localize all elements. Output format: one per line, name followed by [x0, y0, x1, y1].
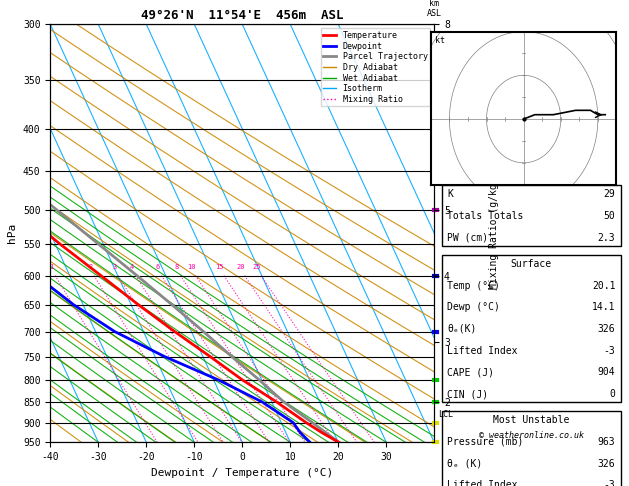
Text: kt: kt [435, 36, 445, 45]
Text: CIN (J): CIN (J) [447, 389, 488, 399]
Text: Lifted Index: Lifted Index [447, 480, 518, 486]
Text: LCL: LCL [438, 410, 453, 419]
Text: 326: 326 [598, 324, 615, 334]
Text: Dewp (°C): Dewp (°C) [447, 302, 500, 312]
Text: K: K [447, 190, 453, 199]
Text: 326: 326 [598, 459, 615, 469]
Text: CAPE (J): CAPE (J) [447, 367, 494, 378]
Text: 06.06.2024  21GMT  (Base: 18): 06.06.2024 21GMT (Base: 18) [446, 31, 616, 40]
Text: 963: 963 [598, 437, 615, 447]
Text: km
ASL: km ASL [426, 0, 442, 18]
Text: -3: -3 [604, 480, 615, 486]
Text: 2.3: 2.3 [598, 233, 615, 243]
Title: 49°26'N  11°54'E  456m  ASL: 49°26'N 11°54'E 456m ASL [141, 9, 343, 22]
Text: 1: 1 [49, 263, 53, 270]
Text: θₑ (K): θₑ (K) [447, 459, 482, 469]
Text: 20: 20 [237, 263, 245, 270]
Text: 6: 6 [155, 263, 160, 270]
Text: Lifted Index: Lifted Index [447, 346, 518, 356]
Y-axis label: hPa: hPa [8, 223, 18, 243]
Text: PW (cm): PW (cm) [447, 233, 488, 243]
Text: 8: 8 [174, 263, 179, 270]
Bar [442, 255, 621, 402]
Text: Totals Totals: Totals Totals [447, 211, 523, 221]
Bar [442, 185, 621, 246]
Text: Surface: Surface [511, 259, 552, 269]
Y-axis label: Mixing Ratio (g/kg): Mixing Ratio (g/kg) [489, 177, 499, 289]
Text: 904: 904 [598, 367, 615, 378]
Text: 20.1: 20.1 [592, 280, 615, 291]
Text: 2: 2 [88, 263, 92, 270]
Legend: Temperature, Dewpoint, Parcel Trajectory, Dry Adiabat, Wet Adiabat, Isotherm, Mi: Temperature, Dewpoint, Parcel Trajectory… [321, 29, 430, 106]
Text: 0: 0 [610, 389, 615, 399]
Text: Pressure (mb): Pressure (mb) [447, 437, 523, 447]
Text: 15: 15 [216, 263, 224, 270]
Text: Temp (°C): Temp (°C) [447, 280, 500, 291]
Bar [442, 411, 621, 486]
Text: 25: 25 [253, 263, 261, 270]
Text: 3: 3 [112, 263, 116, 270]
Text: Most Unstable: Most Unstable [493, 415, 569, 425]
Text: 50: 50 [604, 211, 615, 221]
Text: 10: 10 [187, 263, 196, 270]
Text: 29: 29 [604, 190, 615, 199]
Text: 14.1: 14.1 [592, 302, 615, 312]
Text: -3: -3 [604, 346, 615, 356]
Text: © weatheronline.co.uk: © weatheronline.co.uk [479, 431, 584, 440]
Text: 4: 4 [130, 263, 134, 270]
X-axis label: Dewpoint / Temperature (°C): Dewpoint / Temperature (°C) [151, 468, 333, 478]
Text: θₑ(K): θₑ(K) [447, 324, 477, 334]
